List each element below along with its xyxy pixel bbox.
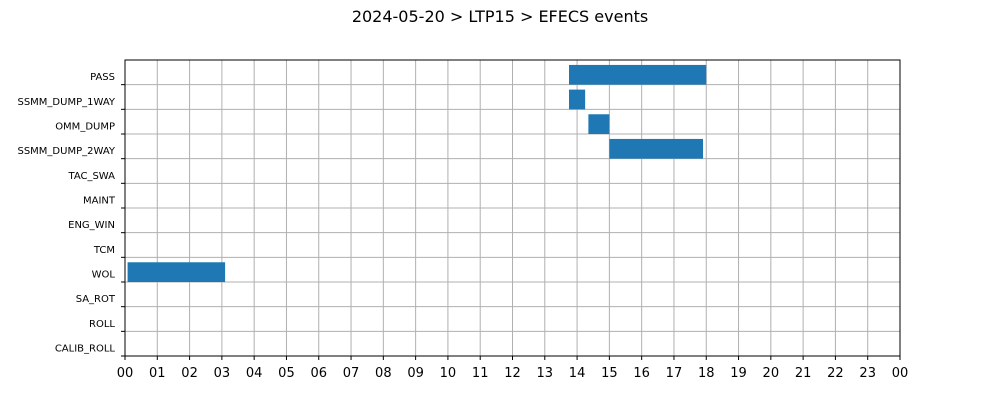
x-axis: 00 01 02 03 04 05 06 07 08 09 10 11 12 13 14 15 16 17 18 19… [117,356,909,381]
x-tick-label: 18 [698,366,715,381]
x-tick-label: 05 [278,366,295,381]
y-category-label: SA_ROT [76,294,116,305]
x-tick-label: 09 [407,366,424,381]
x-tick-label: 04 [246,366,263,381]
x-tick-label: 16 [633,366,650,381]
event-bar [569,64,707,85]
x-tick-label: 07 [343,366,360,381]
y-category-label: PASS [90,72,115,83]
x-tick-label: 23 [859,366,876,381]
x-tick-label: 02 [181,366,198,381]
event-bar [569,89,586,110]
x-tick-label: 14 [569,366,586,381]
x-tick-label: 03 [214,366,231,381]
y-axis: PASS SSMM_DUMP_1WAY OMM_DUMP SSMM_DUMP_2WAY… [17,72,125,357]
x-tick-label: 12 [504,366,521,381]
y-category-label: TAC_SWA [67,171,115,182]
x-tick-label: 20 [763,366,780,381]
x-tick-label: 10 [440,366,457,381]
y-category-label: WOL [92,270,116,281]
y-category-label: ROLL [89,319,115,330]
x-tick-label: 08 [375,366,392,381]
x-tick-label: 13 [537,366,554,381]
y-category-label: ENG_WIN [68,220,115,231]
x-tick-label: 17 [666,366,683,381]
x-tick-label: 15 [601,366,618,381]
x-tick-label: 19 [730,366,747,381]
x-tick-label: 00 [892,366,909,381]
event-bar [588,114,610,134]
event-bar [609,138,704,159]
y-category-label: CALIB_ROLL [55,344,116,355]
y-category-label: SSMM_DUMP_1WAY [17,97,115,108]
chart-title: 2024-05-20 > LTP15 > EFECS events [352,7,648,26]
x-tick-label: 22 [827,366,844,381]
grid-layer [125,60,900,356]
x-tick-label: 11 [472,366,489,381]
y-category-label: TCM [93,245,115,256]
event-bar [127,262,226,282]
y-category-label: MAINT [83,196,116,207]
x-tick-label: 06 [310,366,327,381]
x-tick-label: 00 [117,366,134,381]
x-tick-label: 01 [149,366,166,381]
bar-layer [127,64,707,282]
y-category-label: SSMM_DUMP_2WAY [17,146,115,157]
y-category-label: OMM_DUMP [55,122,115,133]
x-tick-label: 21 [795,366,812,381]
